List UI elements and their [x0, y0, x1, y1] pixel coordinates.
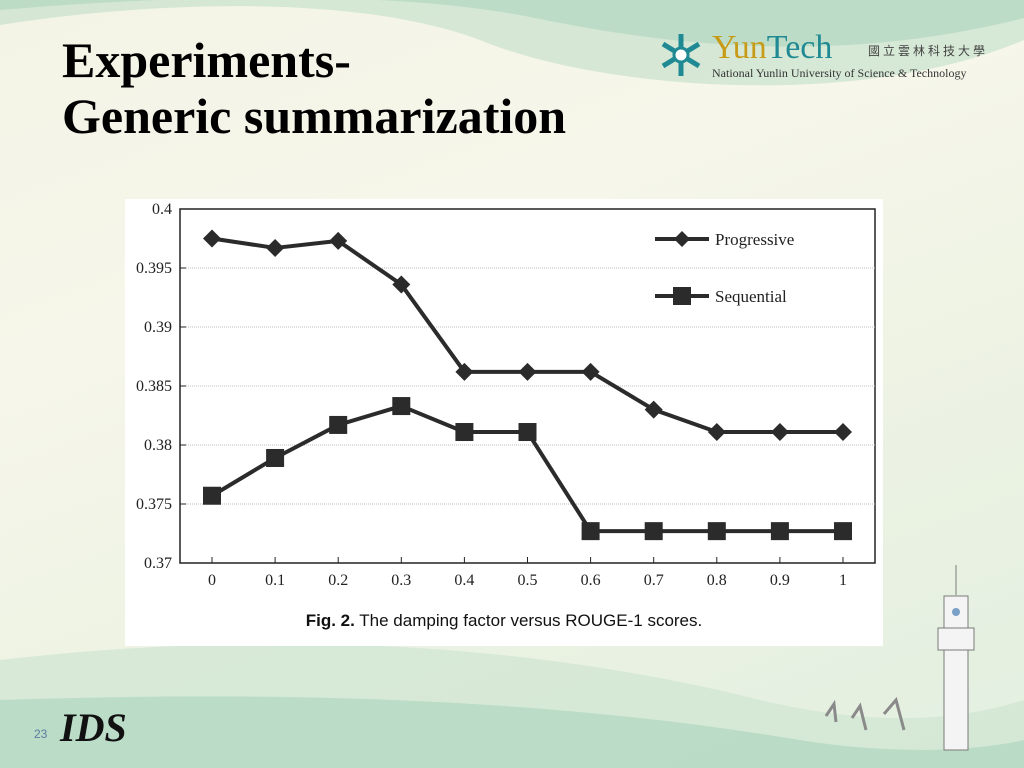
- data-point-sequential: [329, 415, 348, 434]
- y-tick-label: 0.38: [144, 437, 172, 454]
- legend-marker: [674, 231, 690, 247]
- x-tick-label: 0.7: [644, 572, 664, 589]
- y-tick-label: 0.375: [136, 496, 172, 513]
- caption-prefix: Fig. 2.: [305, 611, 355, 630]
- x-tick-label: 0.2: [328, 572, 348, 589]
- x-tick-label: 1: [839, 572, 847, 589]
- y-tick-label: 0.385: [136, 378, 172, 395]
- data-point-sequential: [455, 423, 474, 442]
- data-point-sequential: [392, 397, 411, 416]
- data-point-progressive: [770, 423, 789, 442]
- data-point-progressive: [455, 362, 474, 381]
- legend-marker: [673, 287, 691, 305]
- legend-label-sequential: Sequential: [715, 287, 787, 306]
- x-tick-label: 0.9: [770, 572, 790, 589]
- data-point-sequential: [518, 423, 537, 442]
- data-point-progressive: [834, 423, 852, 442]
- slide-title-line2: Generic summarization: [62, 88, 567, 144]
- data-point-progressive: [644, 400, 663, 419]
- data-point-progressive: [392, 275, 411, 294]
- data-point-sequential: [644, 522, 663, 541]
- data-point-sequential: [770, 522, 789, 541]
- x-tick-label: 0.1: [265, 572, 285, 589]
- x-tick-label: 0.8: [707, 572, 727, 589]
- data-point-progressive: [581, 362, 600, 381]
- university-chinese-name: 國立雲林科技大學: [868, 44, 989, 58]
- slide-title-line1: Experiments-: [62, 32, 351, 88]
- y-tick-label: 0.39: [144, 319, 172, 336]
- data-point-progressive: [518, 362, 537, 381]
- data-point-sequential: [266, 448, 285, 467]
- x-tick-label: 0.6: [581, 572, 601, 589]
- figure-panel: 0.4 0.395 0.39 0.385 0.38 0.375 0.37 0 0.1 0.2 0.3…: [125, 199, 883, 646]
- x-tick-label: 0.3: [391, 572, 411, 589]
- x-tick-label: 0: [208, 572, 216, 589]
- snowflake-logo-icon: [661, 34, 701, 76]
- figure-caption: Fig. 2. The damping factor versus ROUGE-…: [125, 611, 883, 631]
- legend-label-progressive: Progressive: [715, 230, 794, 249]
- page-number: 23: [34, 727, 48, 741]
- university-english-name: National Yunlin University of Science & …: [712, 66, 967, 80]
- data-point-sequential: [834, 522, 852, 541]
- y-tick-label: 0.395: [136, 260, 172, 277]
- brand-tech: Tech: [766, 29, 833, 66]
- y-tick-label: 0.4: [152, 201, 172, 218]
- slide-title: Experiments- Generic summarization: [62, 32, 566, 144]
- data-point-sequential: [203, 486, 221, 505]
- x-tick-label: 0.4: [454, 572, 474, 589]
- data-point-sequential: [707, 522, 726, 541]
- yuntech-brand: YunTech: [712, 30, 832, 66]
- yuntech-logo: YunTech 國立雲林科技大學 National Yunlin Univers…: [656, 30, 1006, 82]
- line-chart: 0.4 0.395 0.39 0.385 0.38 0.375 0.37 0 0.1 0.2 0.3…: [136, 201, 876, 589]
- data-point-sequential: [581, 522, 600, 541]
- data-point-progressive: [203, 229, 221, 248]
- brand-yun: Yun: [712, 29, 767, 66]
- x-tick-label: 0.5: [518, 572, 538, 589]
- caption-text: The damping factor versus ROUGE-1 scores…: [359, 611, 703, 630]
- data-point-progressive: [707, 423, 726, 442]
- ids-logo: IDS: [60, 705, 127, 750]
- y-tick-label: 0.37: [144, 555, 172, 572]
- data-point-progressive: [329, 231, 348, 250]
- data-point-progressive: [266, 238, 285, 257]
